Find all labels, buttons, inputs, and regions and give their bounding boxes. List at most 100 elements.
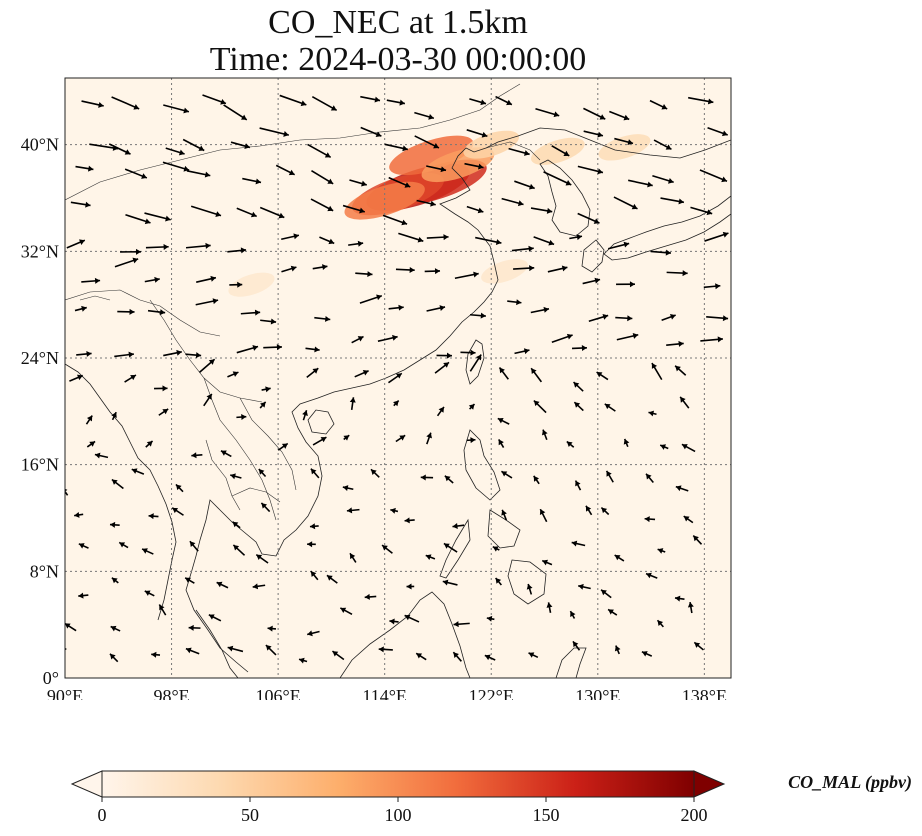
wind-arrow	[442, 579, 458, 586]
wind-arrow	[551, 333, 573, 344]
wind-arrow	[118, 541, 129, 549]
wind-arrow	[364, 593, 377, 600]
wind-arrow	[162, 161, 190, 172]
wind-arrow	[306, 367, 319, 378]
wind-arrow	[81, 277, 101, 284]
longitude-tick-label: 106°E	[256, 686, 301, 700]
wind-arrow	[310, 198, 334, 212]
wind-arrow	[583, 130, 604, 138]
wind-arrow	[466, 129, 488, 138]
wind-arrow	[66, 239, 86, 249]
wind-arrow	[354, 370, 369, 378]
wind-arrow	[649, 99, 668, 110]
wind-arrow	[645, 473, 654, 484]
wind-arrow	[307, 541, 316, 548]
wind-arrow	[468, 403, 476, 410]
wind-arrow	[574, 480, 582, 491]
co-plume-patch	[344, 181, 425, 220]
wind-arrow	[453, 621, 470, 628]
wind-arrow	[681, 443, 696, 453]
wind-arrow	[114, 257, 139, 268]
wind-arrow	[596, 371, 609, 381]
wind-arrow	[569, 234, 583, 241]
wind-arrow	[227, 371, 239, 378]
wind-arrow	[230, 473, 242, 480]
wind-arrow	[530, 207, 553, 214]
wind-arrow	[578, 583, 591, 590]
wind-arrow	[311, 95, 338, 112]
colorbar-extend-min	[70, 770, 103, 798]
map-axes: 90°E 98°E 106°E 114°E 122°E 130°E 138°E 0° 8°N 1…	[21, 135, 727, 700]
wind-arrow	[688, 96, 714, 105]
wind-arrow	[349, 552, 357, 563]
wind-arrow	[208, 614, 222, 622]
border-indochina	[203, 377, 277, 521]
wind-arrow	[501, 470, 513, 479]
coastline-sulawesi	[555, 647, 587, 678]
wind-arrow	[652, 174, 674, 184]
wind-arrow	[674, 365, 687, 376]
border-china-korea	[485, 141, 541, 161]
wind-arrow	[415, 652, 427, 661]
wind-arrow	[312, 436, 327, 446]
wind-arrow	[151, 651, 161, 658]
co-plume-patch	[481, 259, 528, 284]
wind-arrow	[674, 595, 685, 602]
wind-arrow	[572, 640, 581, 651]
wind-arrow	[666, 340, 684, 347]
wind-arrow	[185, 647, 200, 655]
wind-arrow	[158, 408, 169, 416]
co-plume-patch	[228, 272, 275, 297]
wind-arrow	[111, 478, 124, 490]
map-title: CO_NEC at 1.5km Time: 2024-03-30 00:00:0…	[0, 4, 796, 78]
wind-arrow	[349, 397, 356, 410]
coastline-taiwan	[465, 339, 485, 385]
wind-arrow	[158, 604, 167, 616]
wind-arrow	[230, 141, 251, 149]
wind-arrow	[236, 207, 257, 218]
border-myanmar-china	[149, 299, 263, 403]
wind-arrow	[653, 139, 672, 151]
wind-arrow	[692, 534, 703, 545]
colorbar-body	[101, 770, 695, 798]
wind-arrow	[110, 625, 121, 632]
border-laos-vietnam	[239, 397, 297, 491]
wind-arrow	[346, 507, 360, 514]
wind-arrow	[614, 554, 625, 562]
wind-arrow	[312, 264, 328, 271]
wind-arrow	[384, 143, 408, 152]
latitude-tick-label: 0°	[43, 668, 59, 688]
coastline-bay-of-bengal	[65, 363, 177, 621]
wind-arrow	[656, 619, 664, 628]
wind-arrow	[539, 508, 548, 523]
wind-arrow	[424, 268, 441, 275]
colorbar-tick-label: 100	[385, 805, 412, 825]
wind-arrow	[184, 577, 195, 584]
wind-arrow	[227, 247, 247, 254]
wind-arrow	[78, 543, 89, 549]
wind-arrow	[386, 99, 406, 106]
coastline-luzon	[463, 429, 501, 501]
wind-arrow	[444, 475, 454, 484]
wind-arrow	[195, 298, 219, 306]
wind-arrow	[533, 399, 547, 414]
wind-arrow	[388, 304, 404, 311]
wind-arrow	[360, 126, 382, 137]
wind-arrow	[298, 657, 308, 664]
wind-arrow	[466, 437, 476, 444]
wind-arrow	[240, 309, 261, 316]
wind-arrow	[307, 143, 332, 158]
wind-arrow	[370, 468, 380, 478]
coastline-japan-kyushu	[581, 239, 605, 273]
wind-arrow	[389, 618, 399, 625]
longitude-tick-label: 122°E	[469, 686, 514, 700]
wind-arrow	[600, 506, 610, 516]
wind-arrow	[86, 440, 96, 448]
wind-arrow	[425, 554, 436, 560]
wind-arrow	[533, 475, 540, 485]
wind-arrow	[196, 275, 217, 283]
wind-arrow	[492, 545, 500, 552]
wind-arrow	[683, 515, 694, 524]
wind-arrow	[65, 648, 67, 650]
wind-arrow	[426, 432, 432, 445]
